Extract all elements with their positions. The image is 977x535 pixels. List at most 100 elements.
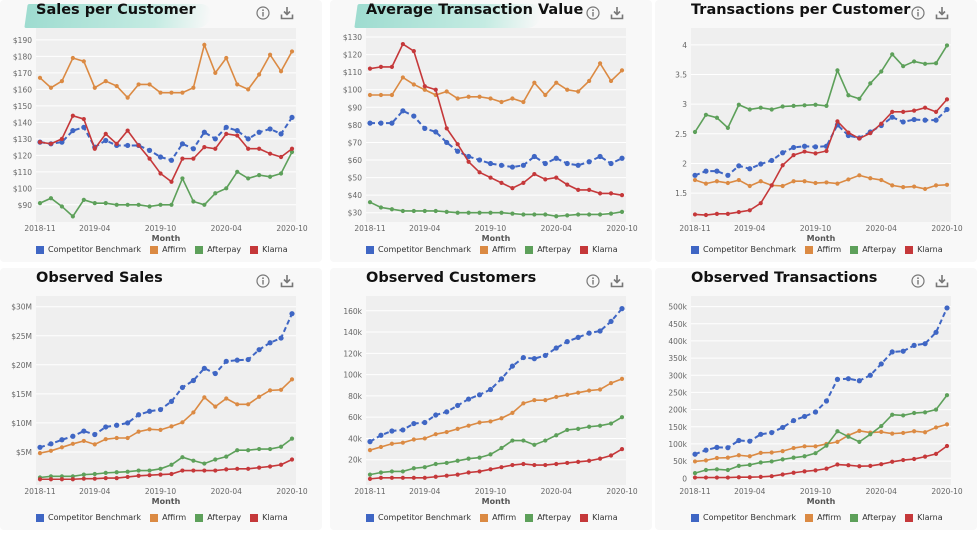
data-point-klarna[interactable] (780, 472, 785, 477)
data-point-competitor-benchmark[interactable] (900, 119, 906, 125)
data-point-competitor-benchmark[interactable] (422, 125, 428, 131)
data-point-afterpay[interactable] (411, 466, 416, 471)
data-point-afterpay[interactable] (736, 463, 741, 468)
data-point-competitor-benchmark[interactable] (444, 139, 450, 146)
data-point-klarna[interactable] (81, 116, 86, 122)
data-point-affirm[interactable] (933, 425, 939, 430)
data-point-afterpay[interactable] (213, 191, 218, 196)
data-point-affirm[interactable] (289, 49, 295, 54)
data-point-competitor-benchmark[interactable] (476, 157, 483, 163)
data-point-competitor-benchmark[interactable] (179, 384, 186, 391)
download-icon[interactable] (935, 274, 949, 288)
data-point-competitor-benchmark[interactable] (780, 150, 786, 156)
data-point-competitor-benchmark[interactable] (801, 143, 808, 149)
data-point-competitor-benchmark[interactable] (103, 137, 109, 144)
data-point-klarna[interactable] (422, 84, 427, 89)
data-point-klarna[interactable] (725, 475, 730, 480)
data-point-affirm[interactable] (411, 437, 416, 442)
data-point-competitor-benchmark[interactable] (725, 445, 731, 451)
data-point-klarna[interactable] (868, 463, 873, 468)
data-point-afterpay[interactable] (278, 444, 284, 449)
legend-item-afterpay[interactable]: Afterpay (525, 245, 571, 254)
data-point-klarna[interactable] (191, 468, 196, 473)
data-point-competitor-benchmark[interactable] (747, 166, 753, 172)
data-point-klarna[interactable] (532, 462, 537, 468)
data-point-afterpay[interactable] (813, 102, 818, 107)
data-point-afterpay[interactable] (802, 103, 807, 108)
data-point-competitor-benchmark[interactable] (444, 409, 450, 415)
data-point-competitor-benchmark[interactable] (81, 124, 87, 130)
data-point-klarna[interactable] (125, 128, 130, 133)
data-point-afterpay[interactable] (714, 467, 720, 472)
data-point-affirm[interactable] (114, 435, 119, 441)
data-point-klarna[interactable] (246, 146, 251, 151)
data-point-affirm[interactable] (378, 444, 384, 450)
data-point-affirm[interactable] (455, 96, 460, 101)
legend-item-klarna[interactable]: Klarna (905, 245, 943, 254)
data-point-afterpay[interactable] (791, 103, 796, 109)
data-point-affirm[interactable] (576, 390, 581, 395)
data-point-klarna[interactable] (692, 475, 698, 480)
data-point-afterpay[interactable] (576, 212, 581, 217)
data-point-afterpay[interactable] (180, 176, 185, 181)
data-point-affirm[interactable] (846, 177, 851, 182)
data-point-affirm[interactable] (619, 68, 625, 73)
data-point-competitor-benchmark[interactable] (367, 439, 373, 445)
data-point-affirm[interactable] (510, 96, 515, 101)
data-point-competitor-benchmark[interactable] (48, 441, 54, 447)
data-point-afterpay[interactable] (114, 202, 119, 207)
data-point-competitor-benchmark[interactable] (692, 451, 698, 457)
data-point-klarna[interactable] (367, 476, 373, 481)
data-point-competitor-benchmark[interactable] (476, 392, 483, 398)
data-point-affirm[interactable] (725, 455, 730, 460)
data-point-afterpay[interactable] (747, 462, 752, 467)
data-point-competitor-benchmark[interactable] (845, 132, 851, 139)
data-point-klarna[interactable] (868, 131, 873, 136)
data-point-affirm[interactable] (433, 432, 438, 437)
data-point-klarna[interactable] (879, 121, 884, 126)
data-point-klarna[interactable] (714, 211, 720, 216)
data-point-competitor-benchmark[interactable] (619, 155, 625, 161)
data-point-affirm[interactable] (257, 394, 262, 399)
data-point-afterpay[interactable] (890, 52, 895, 57)
data-point-klarna[interactable] (802, 149, 807, 154)
data-point-competitor-benchmark[interactable] (422, 419, 428, 426)
data-point-afterpay[interactable] (213, 457, 218, 462)
data-point-affirm[interactable] (191, 85, 196, 90)
data-point-afterpay[interactable] (191, 199, 196, 204)
data-point-klarna[interactable] (835, 119, 840, 124)
data-point-afterpay[interactable] (521, 212, 526, 217)
data-point-afterpay[interactable] (565, 213, 570, 218)
data-point-afterpay[interactable] (224, 186, 229, 191)
data-point-klarna[interactable] (411, 475, 416, 480)
data-point-klarna[interactable] (488, 467, 493, 472)
data-point-klarna[interactable] (378, 475, 384, 480)
data-point-klarna[interactable] (901, 109, 906, 114)
data-point-afterpay[interactable] (103, 201, 108, 206)
data-point-afterpay[interactable] (521, 438, 526, 443)
data-point-competitor-benchmark[interactable] (933, 117, 939, 123)
data-point-competitor-benchmark[interactable] (400, 108, 406, 114)
data-point-affirm[interactable] (114, 83, 119, 89)
data-point-competitor-benchmark[interactable] (608, 160, 614, 167)
data-point-klarna[interactable] (944, 443, 950, 449)
data-point-affirm[interactable] (224, 396, 229, 401)
data-point-competitor-benchmark[interactable] (466, 153, 472, 160)
data-point-competitor-benchmark[interactable] (136, 412, 142, 418)
data-point-klarna[interactable] (521, 461, 526, 467)
data-point-competitor-benchmark[interactable] (367, 120, 373, 126)
data-point-klarna[interactable] (543, 177, 548, 182)
data-point-klarna[interactable] (922, 105, 928, 110)
data-point-competitor-benchmark[interactable] (692, 172, 698, 178)
data-point-afterpay[interactable] (455, 458, 460, 463)
data-point-competitor-benchmark[interactable] (725, 172, 731, 178)
data-point-afterpay[interactable] (868, 81, 873, 86)
data-point-klarna[interactable] (466, 470, 471, 475)
data-point-affirm[interactable] (278, 69, 284, 74)
data-point-klarna[interactable] (59, 136, 65, 141)
data-point-affirm[interactable] (802, 179, 807, 184)
data-point-competitor-benchmark[interactable] (944, 305, 950, 311)
data-point-competitor-benchmark[interactable] (747, 438, 753, 444)
data-point-competitor-benchmark[interactable] (714, 168, 720, 174)
data-point-afterpay[interactable] (510, 211, 515, 216)
